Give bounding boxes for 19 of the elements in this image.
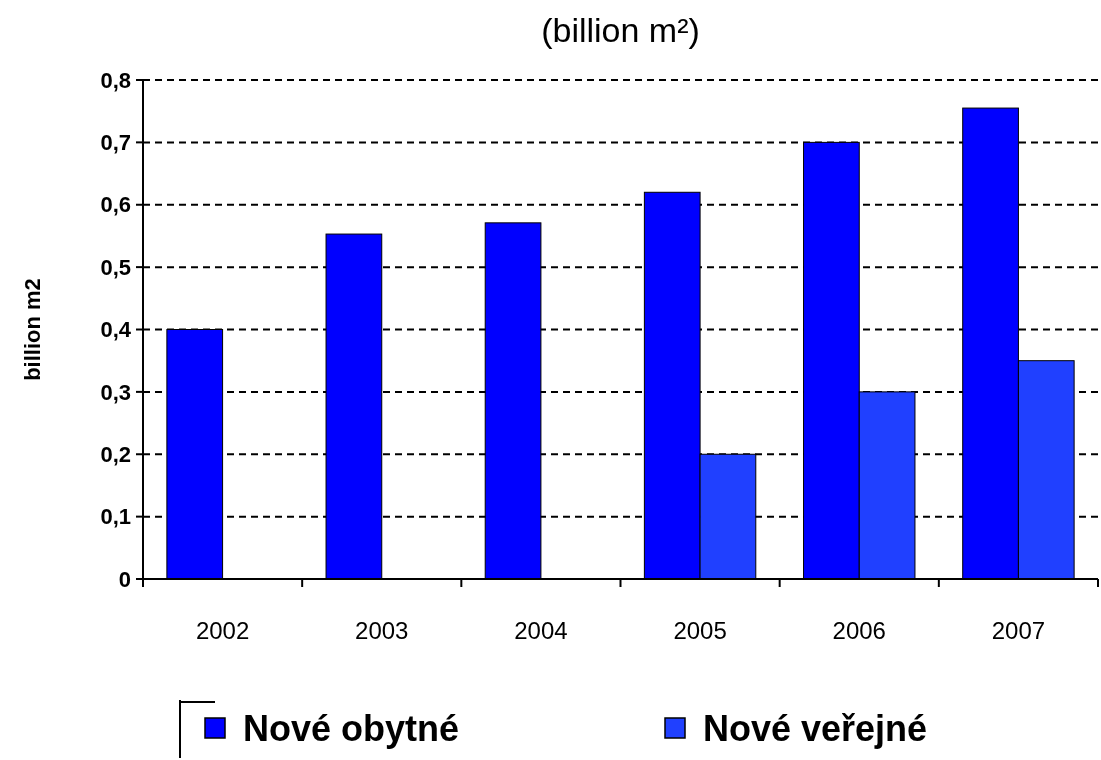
x-tick-label: 2002: [195, 617, 250, 644]
y-tick-label: 0,4: [100, 317, 132, 343]
y-tick-label: 0,1: [100, 504, 131, 530]
y-tick-label: 0: [118, 566, 131, 592]
y-tick-label: 0,7: [100, 130, 131, 156]
x-tick-label: 2006: [832, 617, 886, 644]
x-tick-label: 2007: [991, 617, 1046, 644]
legend-label: Nové obytné: [243, 707, 460, 749]
y-axis-title: billion m2: [20, 278, 45, 381]
y-tick-label: 0,2: [100, 441, 131, 467]
legend-label: Nové veřejné: [703, 707, 928, 749]
y-tick-label: 0,3: [100, 379, 131, 405]
chart-title: (billion m²): [541, 11, 700, 49]
y-tick-label: 0,8: [100, 67, 131, 93]
x-tick-label: 2003: [355, 617, 409, 644]
y-tick-label: 0,5: [100, 254, 131, 280]
y-tick-label: 0,6: [100, 192, 131, 218]
x-tick-label: 2004: [514, 617, 568, 644]
x-tick-label: 2005: [673, 617, 727, 644]
